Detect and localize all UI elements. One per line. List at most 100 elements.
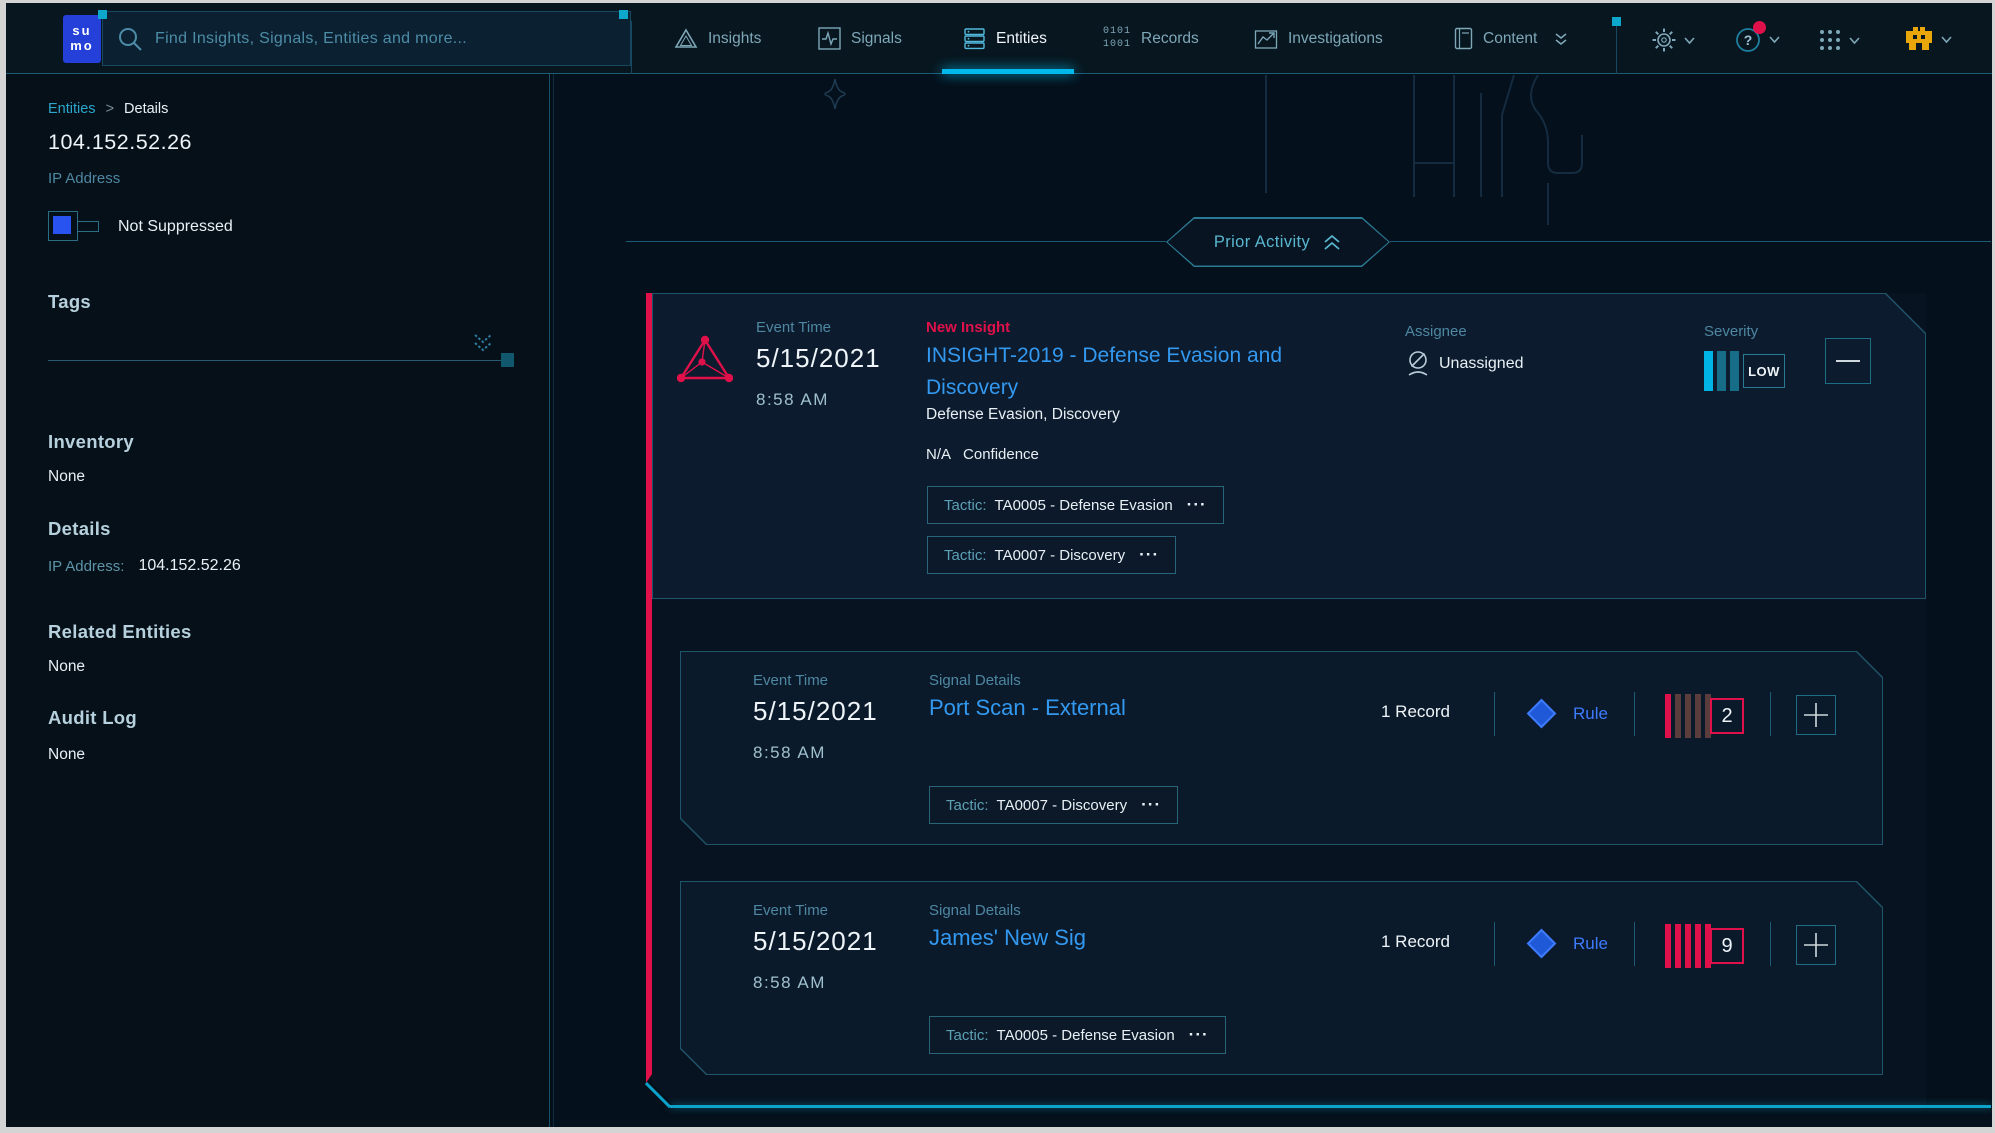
confidence-value: N/A	[926, 446, 952, 463]
severity-bar	[1685, 694, 1691, 738]
severity-bar	[1695, 694, 1701, 738]
tab-investigations[interactable]: Investigations	[1254, 3, 1383, 74]
inventory-value: None	[48, 468, 86, 485]
event-time-block: Event Time 5/15/2021 8:58 AM	[756, 319, 881, 410]
chevron-down-icon	[1941, 36, 1952, 44]
signal-title-link[interactable]: James' New Sig	[929, 925, 1087, 950]
sparkle-decoration	[824, 78, 846, 110]
event-time-label: Event Time	[753, 672, 829, 689]
breadcrumb-entities-link[interactable]: Entities	[48, 101, 96, 117]
expand-card-button[interactable]	[1796, 695, 1836, 735]
tactic-chip-value: TA0005 - Defense Evasion	[994, 496, 1173, 514]
divider	[1770, 692, 1771, 736]
divider	[1494, 922, 1495, 966]
tab-records[interactable]: 0101 1001 Records	[1103, 3, 1199, 74]
event-date: 5/15/2021	[756, 343, 881, 373]
severity-bar	[1665, 694, 1671, 738]
severity-block: Severity LOW	[1704, 323, 1785, 391]
tags-divider-endcap	[501, 353, 514, 367]
toggle-track	[78, 221, 99, 232]
apps-menu[interactable]	[1818, 28, 1861, 52]
help-menu[interactable]: ?	[1734, 21, 1781, 53]
plus-icon	[1803, 932, 1829, 958]
tab-signals[interactable]: Signals	[818, 3, 902, 74]
tab-signals-label: Signals	[851, 29, 902, 47]
search-placeholder: Find Insights, Signals, Entities and mor…	[155, 29, 468, 47]
prior-activity-header[interactable]: Prior Activity	[1166, 217, 1390, 267]
entity-sidebar: Entities > Details 104.152.52.26 IP Addr…	[6, 60, 549, 1127]
severity-bars	[1665, 694, 1715, 738]
avatar-icon	[1906, 27, 1932, 50]
tab-entities[interactable]: Entities	[963, 3, 1047, 74]
collapse-card-button[interactable]	[1825, 338, 1871, 384]
minus-icon	[1836, 360, 1860, 362]
event-time: 8:58 AM	[753, 743, 826, 762]
severity-bar	[1665, 924, 1671, 968]
help-icon: ?	[1736, 28, 1760, 52]
search-corner-accent-right	[619, 10, 628, 19]
severity-bar	[1717, 351, 1726, 391]
expand-card-button[interactable]	[1796, 925, 1836, 965]
divider	[1634, 692, 1635, 736]
signal-card[interactable]: Event Time 5/15/2021 8:58 AM Signal Deta…	[680, 651, 1883, 845]
tab-insights[interactable]: Insights	[674, 3, 761, 74]
icons-divider-accent	[1612, 17, 1621, 26]
tab-investigations-label: Investigations	[1288, 29, 1383, 47]
tactic-chip[interactable]: Tactic: TA0005 - Defense Evasion ···	[927, 486, 1224, 524]
user-avatar-menu[interactable]	[1904, 26, 1953, 53]
tab-content[interactable]: Content	[1454, 3, 1569, 74]
suppression-toggle[interactable]	[48, 211, 78, 241]
severity-count-box: 9	[1710, 928, 1744, 964]
panel-bottom-line	[670, 1105, 1991, 1108]
breadcrumb-current: Details	[124, 101, 169, 117]
severity-bar	[1730, 351, 1739, 391]
tactic-chip[interactable]: Tactic: TA0007 - Discovery ···	[929, 786, 1178, 824]
tactic-chip-value: TA0005 - Defense Evasion	[996, 1026, 1175, 1044]
section-line-left	[626, 241, 1166, 242]
tab-insights-label: Insights	[708, 29, 762, 47]
tags-heading: Tags	[48, 291, 92, 312]
signal-title-link[interactable]: Port Scan - External	[929, 695, 1126, 720]
settings-menu[interactable]	[1651, 27, 1696, 53]
insight-card[interactable]: Event Time 5/15/2021 8:58 AM New Insight…	[652, 293, 1926, 599]
tactic-chip-more-icon[interactable]: ···	[1139, 545, 1160, 564]
assignee-value[interactable]: Unassigned	[1439, 354, 1524, 372]
severity-bars	[1665, 924, 1715, 968]
assignee-block: Assignee Unassigned	[1405, 323, 1524, 377]
global-search-input[interactable]: Find Insights, Signals, Entities and mor…	[102, 11, 631, 66]
tactic-chip-more-icon[interactable]: ···	[1186, 495, 1207, 514]
rule-label[interactable]: Rule	[1573, 704, 1608, 723]
details-heading: Details	[48, 518, 111, 539]
confidence-row: N/A Confidence	[926, 446, 1356, 463]
insight-title-link[interactable]: INSIGHT-2019 - Defense Evasion and Disco…	[926, 344, 1283, 399]
inventory-heading: Inventory	[48, 431, 134, 452]
rule-diamond-icon	[1527, 929, 1557, 959]
assignee-label: Assignee	[1405, 323, 1467, 340]
tactic-chip[interactable]: Tactic: TA0007 - Discovery ···	[927, 536, 1176, 574]
details-ip-row: IP Address: 104.152.52.26	[48, 557, 241, 575]
severity-count-box: 2	[1710, 698, 1744, 734]
signal-card[interactable]: Event Time 5/15/2021 8:58 AM Signal Deta…	[680, 881, 1883, 1075]
tactic-chip[interactable]: Tactic: TA0005 - Defense Evasion ···	[929, 1016, 1226, 1054]
prior-activity-label: Prior Activity	[1213, 232, 1311, 251]
logo-text-bottom: mo	[70, 38, 94, 53]
tactic-chip-more-icon[interactable]: ···	[1188, 1025, 1209, 1044]
signal-details-block: Signal Details James' New Sig	[929, 902, 1086, 951]
rule-label[interactable]: Rule	[1573, 934, 1608, 953]
tags-divider-line	[48, 360, 501, 361]
tactic-chip-label: Tactic:	[946, 1026, 989, 1044]
signals-icon	[818, 27, 841, 50]
severity-bar	[1675, 694, 1681, 738]
related-entities-heading: Related Entities	[48, 621, 192, 642]
insight-details-block: New Insight INSIGHT-2019 - Defense Evasi…	[926, 319, 1356, 463]
related-entities-value: None	[48, 658, 86, 675]
entities-icon	[964, 28, 985, 50]
sumo-logic-logo[interactable]: su mo	[63, 15, 101, 63]
search-icon	[119, 27, 142, 51]
tactic-chip-label: Tactic:	[944, 496, 987, 514]
tactic-chip-more-icon[interactable]: ···	[1141, 795, 1162, 814]
tags-collapse-double-chevron-icon[interactable]	[470, 332, 496, 354]
rule-diamond-icon	[1527, 699, 1557, 729]
severity-bar	[1704, 351, 1713, 391]
